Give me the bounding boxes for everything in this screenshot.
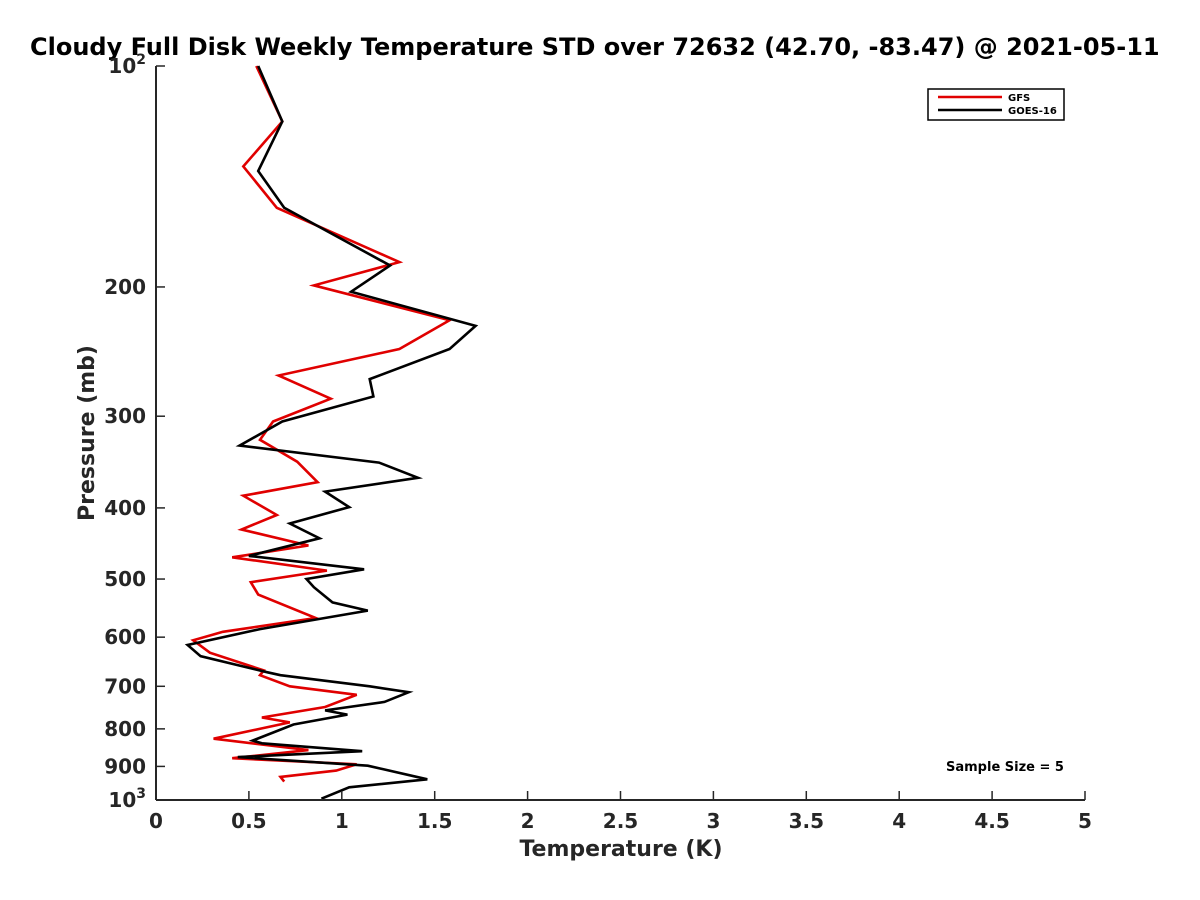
x-tick-label: 2 — [521, 809, 535, 833]
legend-label-goes16: GOES-16 — [1008, 106, 1057, 117]
x-axis-label: Temperature (K) — [519, 837, 722, 862]
y-tick-label: 102 — [108, 52, 146, 78]
legend: GFS GOES-16 — [927, 88, 1065, 121]
x-tick-label: 4.5 — [974, 809, 1009, 833]
series-line-gfs — [190, 65, 454, 783]
y-tick-label: 200 — [104, 275, 146, 299]
y-axis-label: Pressure (mb) — [75, 345, 100, 521]
legend-label-gfs: GFS — [1008, 93, 1030, 104]
y-tick-label: 600 — [104, 625, 146, 649]
series-line-goes16 — [184, 65, 479, 800]
chart-title: Cloudy Full Disk Weekly Temperature STD … — [30, 33, 1160, 61]
y-tick-label: 700 — [104, 674, 146, 698]
series-layer — [184, 65, 479, 800]
sample-size-annotation: Sample Size = 5 — [946, 760, 1064, 775]
y-tick-label: 400 — [104, 496, 146, 520]
x-tick-label: 5 — [1078, 809, 1092, 833]
x-tick-label: 3 — [706, 809, 720, 833]
legend-box — [927, 88, 1065, 121]
y-tick-label: 300 — [104, 404, 146, 428]
y-tick-label: 800 — [104, 717, 146, 741]
x-tick-label: 1 — [335, 809, 349, 833]
y-tick-label: 103 — [108, 786, 146, 812]
y-tick-label: 900 — [104, 754, 146, 778]
x-tick-label: 0.5 — [231, 809, 266, 833]
x-tick-label: 1.5 — [417, 809, 452, 833]
x-tick-label: 0 — [149, 809, 163, 833]
y-tick-label: 500 — [104, 567, 146, 591]
x-tick-label: 3.5 — [789, 809, 824, 833]
axes-layer: 0 0.5 1 1.5 2 2.5 3 3.5 4 4.5 5 102 200 300 400 500 600 7… — [104, 52, 1092, 833]
x-tick-label: 4 — [892, 809, 906, 833]
x-tick-label: 2.5 — [603, 809, 638, 833]
